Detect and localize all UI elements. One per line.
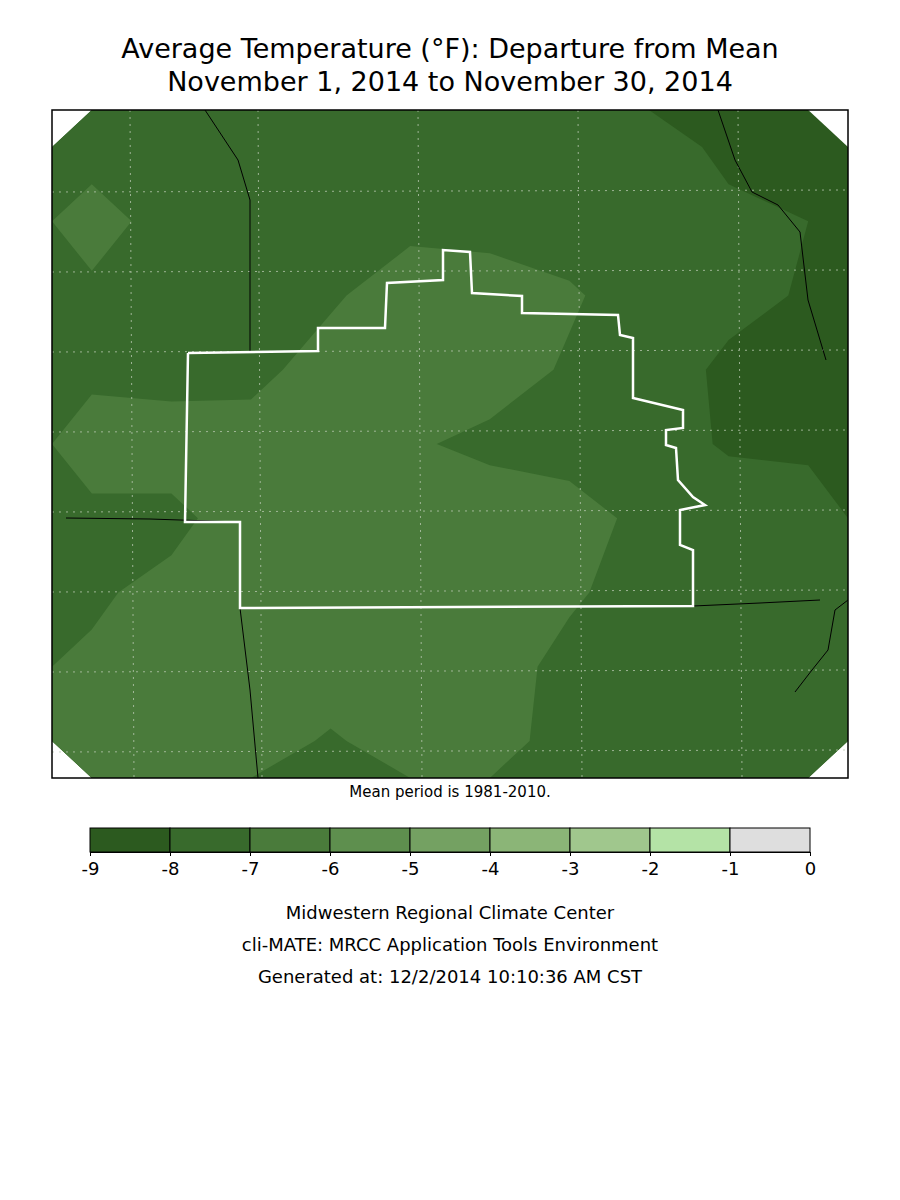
tick: -2 (642, 852, 660, 879)
tick-label: -6 (322, 858, 340, 879)
state-boundary (693, 600, 820, 606)
tick-label: -1 (722, 858, 740, 879)
graticule-line (258, 110, 262, 778)
tick-mark (730, 852, 731, 856)
credit: cli-MATE: MRCC Application Tools Environ… (242, 934, 658, 955)
state-boundary (240, 608, 258, 778)
title: Average Temperature (°F): Departure from… (121, 33, 778, 64)
state-boundary (718, 110, 826, 360)
tick-label: 0 (805, 858, 816, 879)
tick-label: -8 (162, 858, 180, 879)
credit: Generated at: 12/2/2014 10:10:36 AM CST (258, 966, 643, 987)
graticule (52, 110, 848, 778)
colorbar-swatch (410, 828, 490, 852)
colorbar-swatch (90, 828, 170, 852)
graticule-line (52, 670, 848, 672)
graticule-line (52, 190, 848, 192)
tick: -3 (562, 852, 580, 879)
tick-mark (330, 852, 331, 856)
tick-mark (170, 852, 171, 856)
graticule-line (52, 750, 848, 752)
tick-label: -9 (82, 858, 100, 879)
note: Mean period is 1981-2010. (349, 783, 550, 801)
graticule-line (52, 430, 848, 432)
credit: Midwestern Regional Climate Center (286, 902, 615, 923)
tick: -6 (322, 852, 340, 879)
tick-mark (490, 852, 491, 856)
map-frame (52, 110, 848, 778)
tick-mark (410, 852, 411, 856)
tick: -1 (722, 852, 740, 879)
tick-mark (650, 852, 651, 856)
graticule-line (738, 110, 742, 778)
tick-mark (570, 852, 571, 856)
tick-label: -7 (242, 858, 260, 879)
tick-label: -4 (482, 858, 500, 879)
tick: 0 (805, 852, 816, 879)
graticule-line (578, 110, 582, 778)
chart: Average Temperature (°F): Departure from… (0, 0, 900, 1200)
tick: -8 (162, 852, 180, 879)
colorbar-swatch (490, 828, 570, 852)
tick-label: -2 (642, 858, 660, 879)
tick-label: -3 (562, 858, 580, 879)
tick-mark (810, 852, 811, 856)
tick: -9 (82, 852, 100, 879)
tick-mark (250, 852, 251, 856)
colorbar-swatch (730, 828, 810, 852)
contour-band (52, 110, 848, 778)
graticule-line (130, 110, 134, 778)
region-outline (185, 250, 705, 608)
tick-label: -5 (402, 858, 420, 879)
contour-band (52, 110, 848, 778)
graticule-line (52, 350, 848, 352)
tick: -7 (242, 852, 260, 879)
colorbar (90, 828, 810, 852)
colorbar-swatch (250, 828, 330, 852)
tick: -4 (482, 852, 500, 879)
graticule-line (52, 270, 848, 272)
axis-line (91, 853, 811, 857)
tick-mark (90, 852, 91, 856)
map-area (52, 110, 848, 778)
contour-band (52, 184, 617, 778)
tick: -5 (402, 852, 420, 879)
colorbar-axis: -9 -8 -7 -6 -5 -4 -3 -2 -1 0 (82, 852, 817, 879)
colorbar-swatch (170, 828, 250, 852)
state-boundary (795, 600, 848, 692)
graticule-line (418, 110, 422, 778)
colorbar-swatch (650, 828, 730, 852)
graticule-line (52, 590, 848, 592)
state-boundary (205, 110, 250, 352)
title: November 1, 2014 to November 30, 2014 (167, 66, 733, 97)
graticule-line (52, 510, 848, 512)
colorbar-swatch (330, 828, 410, 852)
colorbar-swatch (570, 828, 650, 852)
